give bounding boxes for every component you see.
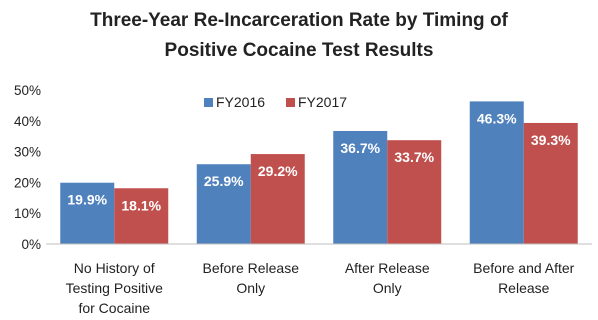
bar-fy2016-2 <box>333 130 388 244</box>
category-label-2-line-0: After Release <box>345 260 430 276</box>
data-label-fy2017-0: 18.1% <box>121 197 161 213</box>
category-label-1-line-1: Only <box>236 280 265 296</box>
legend-swatch-fy2017 <box>286 98 295 107</box>
bar-fy2017-3 <box>523 122 578 244</box>
bar-fy2016-3 <box>469 101 524 245</box>
data-label-fy2017-3: 39.3% <box>531 132 571 148</box>
x-axis-labels: No History of Testing Positive for Cocaine… <box>66 260 575 316</box>
bars: 19.9% 18.1% 25.9% 29.2% 36.7% 33.7% 46.3% 39.3% <box>60 101 578 245</box>
bar-fy2016-1 <box>196 164 251 244</box>
category-label-0-line-2: for Cocaine <box>78 300 150 316</box>
y-tick-label: 20% <box>14 175 41 190</box>
category-label-2-line-1: Only <box>373 280 402 296</box>
data-label-fy2017-1: 29.2% <box>258 163 298 179</box>
category-label-3-line-0: Before and After <box>473 260 575 276</box>
legend-label-fy2016: FY2016 <box>216 94 265 110</box>
chart-title-line-2: Positive Cocaine Test Results <box>165 40 434 61</box>
category-label-0-line-1: Testing Positive <box>66 280 163 296</box>
bar-fy2017-2 <box>387 140 442 244</box>
data-label-fy2016-0: 19.9% <box>67 192 107 208</box>
bar-fy2017-1 <box>250 154 305 244</box>
data-label-fy2016-3: 46.3% <box>477 110 517 126</box>
category-label-1-line-0: Before Release <box>202 260 299 276</box>
bar-fy2017-0 <box>114 188 169 244</box>
y-axis: 0% 10% 20% 30% 40% 50% <box>14 83 41 252</box>
y-tick-label: 10% <box>14 206 41 221</box>
data-label-fy2016-1: 25.9% <box>204 173 244 189</box>
category-label-3-line-1: Release <box>498 280 550 296</box>
data-label-fy2017-2: 33.7% <box>394 149 434 165</box>
legend-label-fy2017: FY2017 <box>298 94 347 110</box>
chart-title-line-1: Three-Year Re-Incarceration Rate by Timi… <box>90 10 508 31</box>
data-label-fy2016-2: 36.7% <box>340 140 380 156</box>
legend: FY2016 FY2017 <box>204 94 347 110</box>
y-tick-label: 40% <box>14 114 41 129</box>
y-tick-label: 0% <box>21 237 41 252</box>
legend-swatch-fy2016 <box>204 98 213 107</box>
y-tick-label: 50% <box>14 83 41 98</box>
category-label-0-line-0: No History of <box>74 260 155 276</box>
y-tick-label: 30% <box>14 145 41 160</box>
bar-fy2016-0 <box>60 182 115 244</box>
